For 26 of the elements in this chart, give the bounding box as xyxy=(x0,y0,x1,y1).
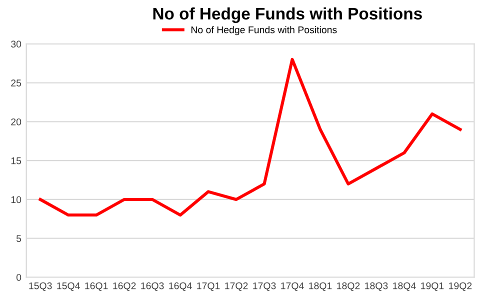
x-tick-label: 17Q4 xyxy=(281,282,304,291)
line-series xyxy=(38,58,462,217)
y-tick-label: 10 xyxy=(11,196,22,204)
chart-title: No of Hedge Funds with Positions xyxy=(153,7,422,23)
y-tick-label: 20 xyxy=(11,118,22,126)
x-tick-label: 16Q2 xyxy=(113,282,136,291)
y-tick-label: 0 xyxy=(16,274,22,281)
x-tick-label: 15Q3 xyxy=(29,282,52,291)
y-tick-label: 25 xyxy=(11,80,22,86)
x-tick-label: 16Q1 xyxy=(85,282,108,291)
y-tick-label: 30 xyxy=(11,40,22,48)
x-tick-label: 17Q2 xyxy=(225,282,248,291)
x-tick-label: 19Q2 xyxy=(449,282,472,291)
y-tick-label: 5 xyxy=(16,235,22,242)
x-tick-label: 19Q1 xyxy=(421,282,444,291)
x-tick-label: 16Q4 xyxy=(169,282,192,291)
x-tick-label: 18Q4 xyxy=(393,282,416,291)
x-tick-label: 15Q4 xyxy=(57,282,80,291)
x-tick-label: 17Q3 xyxy=(253,282,276,291)
x-tick-label: 16Q3 xyxy=(141,282,164,291)
x-tick-label: 18Q1 xyxy=(309,282,332,291)
x-tick-label: 18Q2 xyxy=(337,282,360,291)
x-tick-label: 18Q3 xyxy=(365,282,388,291)
legend-label: No of Hedge Funds with Positions xyxy=(191,26,337,36)
y-tick-label: 15 xyxy=(11,157,22,164)
x-tick-label: 17Q1 xyxy=(197,282,220,291)
